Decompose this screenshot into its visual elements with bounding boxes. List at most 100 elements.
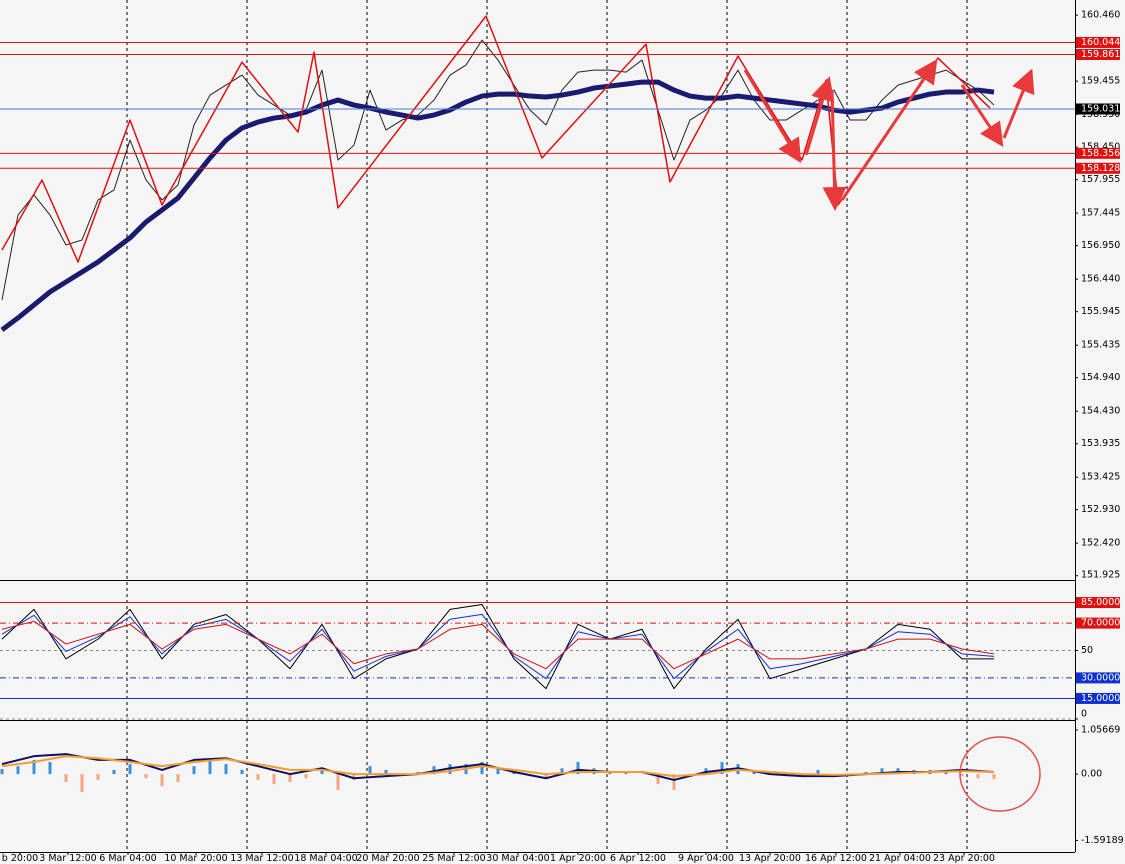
- histogram-bar: [192, 766, 196, 775]
- y-tick-label: 153.425: [1081, 472, 1120, 483]
- level-label-box: [1076, 597, 1120, 609]
- axis-labels: 160.460159.455158.950158.450157.955157.4…: [2, 10, 1124, 864]
- x-tick-label: 6 Mar 04:00: [99, 853, 156, 864]
- y-tick-label: 160.460: [1081, 10, 1120, 21]
- y-tick-label: 157.955: [1081, 174, 1120, 185]
- x-tick-label: 9 Apr 04:00: [678, 853, 734, 864]
- y-tick-label: 158.450: [1081, 142, 1120, 153]
- y-tick-label: 156.440: [1081, 274, 1120, 285]
- histogram-bar: [656, 774, 660, 785]
- histogram-bar: [816, 769, 820, 775]
- x-tick-label: 21 Apr 04:00: [869, 853, 931, 864]
- annotations: [743, 59, 1035, 211]
- histogram-bar: [480, 762, 484, 775]
- y-tick-label: 152.420: [1081, 538, 1120, 549]
- level-label-box: [1076, 48, 1120, 60]
- histogram-bar: [880, 768, 884, 775]
- series-line: [1, 755, 995, 778]
- histogram-bar: [272, 774, 276, 785]
- level-label: 158.356: [1081, 148, 1120, 159]
- x-tick-label: 6 Apr 12:00: [610, 853, 666, 864]
- histogram-bar: [720, 762, 724, 775]
- y-tick-label: 152.930: [1081, 504, 1120, 515]
- y-tick-label: 153.935: [1081, 438, 1120, 449]
- arrow: [804, 76, 835, 156]
- histogram-bar: [176, 774, 180, 782]
- series-line: [1, 620, 995, 670]
- x-tick-label: 30 Mar 04:00: [486, 853, 549, 864]
- histogram-bar: [208, 759, 212, 775]
- histogram-bar: [64, 774, 68, 782]
- x-tick-label: 3 Mar 12:00: [39, 853, 96, 864]
- histogram-bar: [672, 774, 676, 790]
- y-tick-label: 0: [1081, 709, 1087, 720]
- histogram-bar: [160, 774, 164, 787]
- arrow: [743, 69, 802, 164]
- x-tick-label: 16 Apr 12:00: [805, 853, 867, 864]
- histogram-bar: [96, 774, 100, 780]
- y-tick-label: -1.59189: [1081, 835, 1124, 846]
- histogram-bar: [496, 768, 500, 775]
- x-tick-label: 18 Mar 04:00: [294, 853, 357, 864]
- x-tick-label: 1 Apr 20:00: [550, 853, 606, 864]
- histogram-bar: [992, 774, 996, 780]
- x-tick-label: 23 Apr 20:00: [933, 853, 995, 864]
- histogram-bar: [384, 769, 388, 775]
- y-tick-label: 155.435: [1081, 340, 1120, 351]
- level-label-box: [1076, 147, 1120, 159]
- x-tick-label: 20 Mar 20:00: [356, 853, 419, 864]
- level-label: 15.0000: [1081, 693, 1120, 704]
- histogram-bar: [336, 774, 340, 790]
- histogram-bar: [576, 762, 580, 775]
- y-tick-label: 0.00: [1081, 769, 1102, 780]
- level-label-box: [1076, 617, 1120, 629]
- y-tick-label: 159.455: [1081, 76, 1120, 87]
- highlight-circle: [959, 736, 1041, 812]
- histogram-bar: [544, 774, 548, 779]
- y-tick-label: 50: [1081, 645, 1093, 656]
- level-label-box: [1076, 36, 1120, 48]
- y-tick-label: 154.430: [1081, 406, 1120, 417]
- y-tick-label: 157.445: [1081, 208, 1120, 219]
- level-label-box: [1076, 162, 1120, 174]
- y-tick-label: 1.05669: [1081, 725, 1120, 736]
- y-tick-label: 156.950: [1081, 240, 1120, 251]
- histogram-bar: [80, 774, 84, 792]
- level-label: 160.044: [1081, 37, 1120, 48]
- x-tick-label: b 20:00: [2, 853, 38, 864]
- histogram-bar: [864, 772, 868, 775]
- series-line: [1, 613, 995, 680]
- level-label: 70.0000: [1081, 618, 1120, 629]
- histogram-bar: [288, 774, 292, 782]
- arrow: [1002, 68, 1035, 139]
- histogram-bar: [16, 766, 20, 775]
- histogram-bar: [32, 759, 36, 775]
- histogram-bar: [224, 764, 228, 775]
- histogram-bar: [624, 772, 628, 775]
- histogram-bar: [976, 774, 980, 779]
- histogram-bar: [256, 774, 260, 780]
- arrow: [960, 84, 1004, 147]
- histogram-bar: [432, 766, 436, 775]
- x-tick-label: 10 Mar 20:00: [164, 853, 227, 864]
- level-label-box: [1076, 692, 1120, 704]
- y-tick-label: 151.925: [1081, 570, 1120, 581]
- histogram-bar: [112, 769, 116, 775]
- histogram-bar: [560, 768, 564, 775]
- histogram-bar: [944, 772, 948, 775]
- x-tick-label: 13 Apr 20:00: [739, 853, 801, 864]
- histogram-bar: [368, 766, 372, 775]
- level-label: 30.0000: [1081, 672, 1120, 683]
- histogram-bar: [752, 772, 756, 775]
- level-label-box: [1076, 672, 1120, 684]
- level-label: 85.0000: [1081, 597, 1120, 608]
- y-tick-label: 154.940: [1081, 372, 1120, 383]
- histogram-bar: [48, 762, 52, 775]
- y-tick-label: 155.945: [1081, 306, 1120, 317]
- series-line: [1, 603, 994, 690]
- histogram-bar: [304, 774, 308, 779]
- level-label: 158.128: [1081, 163, 1120, 174]
